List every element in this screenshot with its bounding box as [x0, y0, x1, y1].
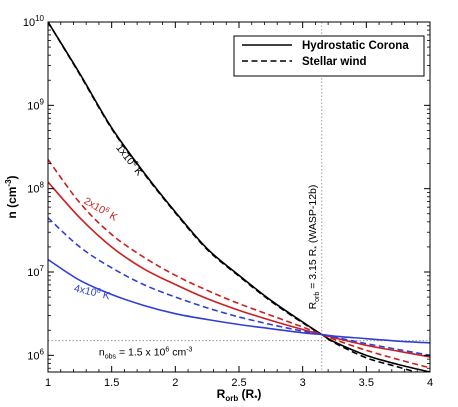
x-tick-label: 2: [172, 377, 178, 389]
series-lines: [48, 22, 430, 372]
x-tick-label: 2.5: [231, 377, 246, 389]
reference-lines: [48, 22, 430, 372]
y-axis-title: n (cm-3): [4, 175, 19, 218]
x-tick-label: 3: [300, 377, 306, 389]
y-tick-label: 1010: [23, 14, 45, 29]
x-tick-label: 1.5: [104, 377, 119, 389]
axis-titles: Rorb (R*) n (cm-3): [4, 175, 261, 403]
series-line-2MK-wind: [48, 159, 430, 369]
curve-label-1MK: 1x106 K: [113, 142, 145, 178]
series-line-4MK-corona: [48, 258, 430, 344]
y-tick-label: 109: [27, 97, 44, 112]
y-tick-label: 106: [27, 347, 44, 362]
legend: Hydrostatic Corona Stellar wind: [233, 35, 425, 77]
series-line-4MK-wind: [48, 217, 430, 357]
y-tick-label: 108: [27, 181, 44, 196]
series-line-2MK-corona: [48, 181, 430, 358]
x-tick-label: 3.5: [359, 377, 374, 389]
tick-labels: 1 1.5 2 2.5 3 3.5 4 106 107 108 109 1010: [23, 14, 433, 389]
x-tick-label: 1: [45, 377, 51, 389]
curve-label-4MK: 4x106 K: [73, 282, 111, 302]
curve-label-2MK: 2x106 K: [82, 195, 120, 224]
x-axis-title: Rorb (R*): [217, 387, 262, 403]
annotations: 1x106 K 2x106 K 4x106 K Rorb = 3.15 R* (WAS…: [73, 142, 321, 360]
legend-label: Stellar wind: [302, 56, 367, 68]
axis-ticks: [47, 21, 431, 372]
y-tick-label: 107: [27, 264, 44, 279]
series-line-1MK-wind: [48, 22, 419, 372]
legend-label: Hydrostatic Corona: [302, 40, 409, 52]
x-tick-label: 4: [427, 377, 433, 389]
nobs-annotation: nobs = 1.5 x 106 cm-3: [99, 346, 193, 360]
wasp12b-annotation: Rorb = 3.15 R* (WASP-12b): [307, 185, 321, 310]
legend-box: [233, 35, 425, 77]
